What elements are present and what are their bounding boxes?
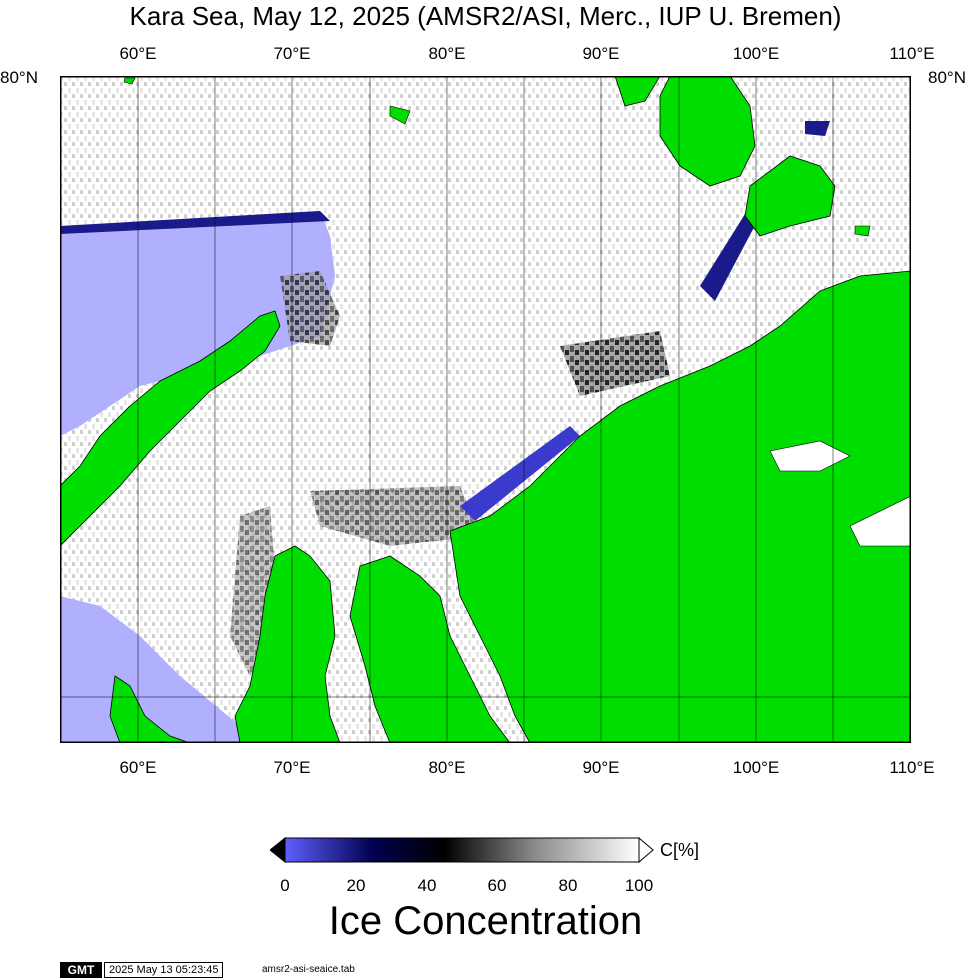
land-novaya-zemlya [60,310,281,547]
land-gydan [349,555,511,743]
graticule [60,76,911,743]
lon-tick-top-70: 70°E [273,44,311,63]
land-komsomolets-island [614,76,661,107]
land-small-island [389,105,411,125]
lon-tick-top-100: 100°E [732,44,780,63]
colorbar-tick-0: 0 [280,876,290,895]
lon-tick-top-90: 90°E [582,44,620,63]
map-title: Kara Sea, May 12, 2025 (AMSR2/ASI, Merc.… [129,1,842,31]
lon-tick-bottom-110: 110°E [889,758,935,777]
colorbar-tick-60: 60 [487,876,507,895]
source-filename: amsr2-asi-seaice.tab [262,964,355,975]
colorbar-min-arrow [270,836,286,864]
colorbar-tick-80: 80 [558,876,578,895]
land-small-island-east [854,225,871,237]
colorbar [270,836,654,864]
colorbar-max-arrow [638,836,654,864]
colorbar-tick-40: 40 [417,876,437,895]
gmt-logo: GMT [60,962,102,978]
colorbar-label: Ice Concentration [328,899,643,943]
lat-tick-left-80: 80°N [0,68,38,87]
land-taymyr-mainland [449,270,911,743]
map-frame [60,76,911,743]
lon-tick-top-110: 110°E [889,44,935,63]
ice-concentration-map [60,76,911,743]
lon-tick-bottom-80: 80°E [428,758,466,777]
colorbar-tick-20: 20 [346,876,366,895]
land-yamal [234,545,341,743]
lon-tick-top-80: 80°E [428,44,466,63]
land-bolshevik-island [744,155,836,237]
timestamp: 2025 May 13 05:23:45 [104,962,224,978]
lon-tick-top-60: 60°E [119,44,157,63]
colorbar-unit: C[%] [660,840,700,860]
land-vaygach [109,675,191,743]
lon-tick-bottom-100: 100°E [732,758,780,777]
colorbar-tick-100: 100 [624,876,654,895]
lon-tick-bottom-70: 70°E [273,758,311,777]
lat-tick-right-80: 80°N [928,68,966,87]
land-small-island-west [123,77,136,85]
lon-tick-bottom-60: 60°E [119,758,157,777]
open-water-pechora [60,596,260,743]
lon-tick-bottom-90: 90°E [582,758,620,777]
open-water-barents [60,211,335,436]
land-october-revolution-island [659,76,756,187]
colorbar-gradient [284,837,640,863]
